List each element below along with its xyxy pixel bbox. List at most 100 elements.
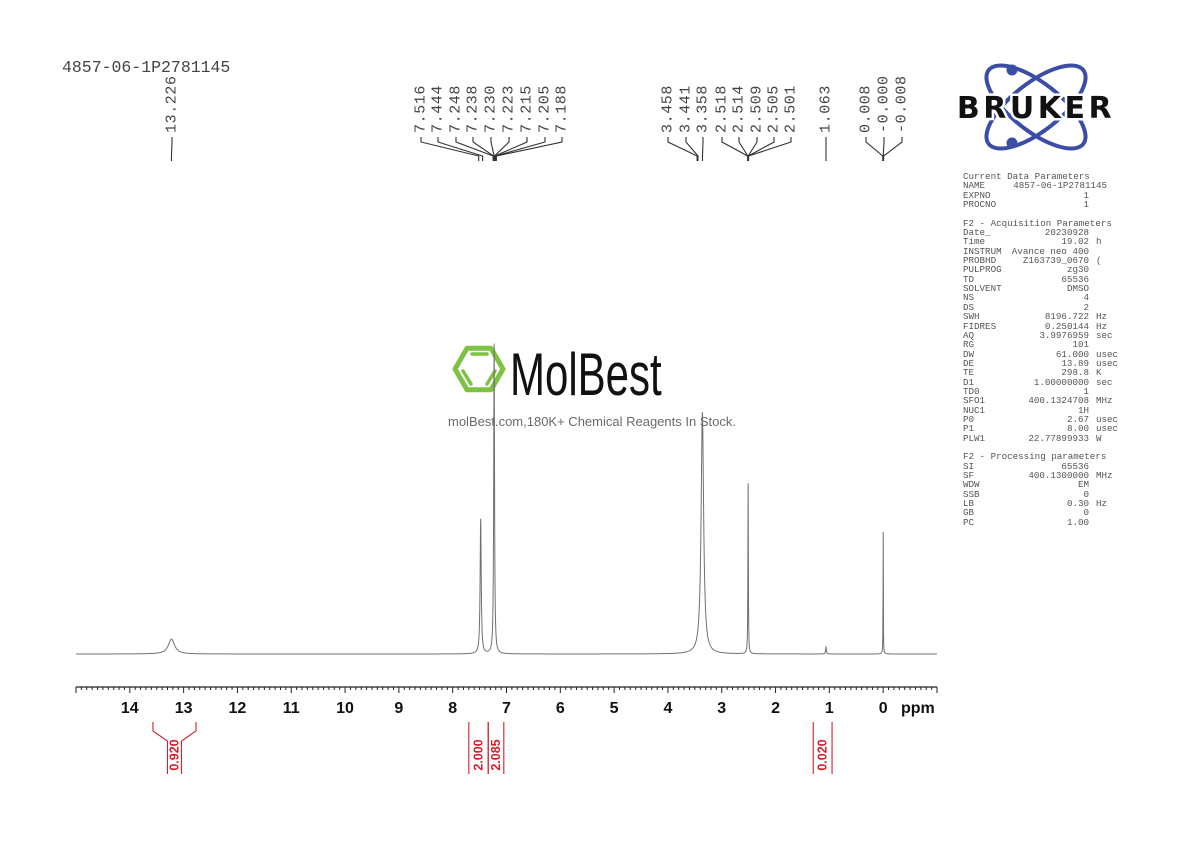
param-key: INSTRUM: [963, 245, 1002, 257]
param-row-rg: RG 101: [963, 339, 1113, 351]
peak-label-connector: [748, 137, 792, 161]
params-section-acquisition: F2 - Acquisition Parameters Date_ 2023092…: [963, 218, 1118, 444]
param-row-ns: NS 4: [963, 292, 1113, 304]
bruker-logo: BRUKER: [954, 63, 1114, 151]
peak-label: 7.215: [519, 85, 536, 133]
param-unit: W: [1096, 432, 1102, 444]
parameters-panel: Current Data Parameters NAME 4857-06-1P27…: [963, 171, 1118, 528]
param-unit: usec: [1096, 423, 1119, 435]
peak-label: 13.226: [164, 75, 181, 133]
param-unit: sec: [1096, 376, 1113, 388]
param-key: NUC1: [963, 404, 986, 416]
param-key: TD0: [963, 385, 980, 397]
peak-label-connector: [420, 137, 480, 161]
x-tick-label: 7: [502, 700, 511, 717]
param-row-pc: PC 1.00: [963, 516, 1113, 528]
param-row-name: NAME 4857-06-1P2781145: [963, 181, 1113, 191]
param-value: EM: [1077, 479, 1089, 491]
benzene-hexagon-icon: [452, 345, 506, 393]
integral-value: 0.920: [167, 739, 181, 770]
x-tick-label: 10: [336, 700, 354, 717]
param-unit: usec: [1096, 357, 1119, 369]
section-title: Current Data Parameters: [963, 171, 1090, 182]
param-key: EXPNO: [963, 189, 991, 201]
param-value: 20230928: [1044, 227, 1089, 239]
param-value: 65536: [1061, 273, 1089, 285]
peak-label: 7.238: [465, 85, 482, 133]
peak-label: 2.509: [749, 85, 766, 133]
param-row-si: SI 65536: [963, 460, 1113, 472]
param-key: DE: [963, 357, 975, 369]
param-row-solvent: SOLVENT DMSO: [963, 283, 1113, 295]
electron-dot-icon: [1006, 64, 1018, 76]
param-unit: sec: [1096, 329, 1113, 341]
param-row-p1: P1 8.00 usec: [963, 423, 1118, 435]
param-unit: (: [1096, 255, 1102, 267]
param-key: GB: [963, 507, 975, 519]
x-axis-unit-label: ppm: [901, 700, 935, 717]
param-row-date: Date_ 20230928: [963, 227, 1113, 239]
peak-label-connector: [685, 137, 699, 161]
param-value: DMSO: [1066, 283, 1089, 295]
integral-bracket: [812, 722, 833, 774]
param-row-procno: PROCNO 1: [963, 199, 1113, 211]
param-value: Avance neo 400: [1011, 245, 1089, 257]
param-value: 1H: [1077, 404, 1089, 416]
peak-label-connector: [865, 137, 884, 161]
param-value: zg30: [1066, 264, 1089, 276]
param-row-sfo1: SFO1 400.1324708 MHz: [963, 396, 1113, 406]
param-value: 13.89: [1061, 357, 1089, 369]
param-key: P1: [963, 423, 975, 435]
param-row-swh: SWH 8196.722 Hz: [963, 311, 1113, 323]
peak-label: -0.000: [876, 75, 893, 133]
peak-label: 7.248: [448, 85, 465, 133]
peak-label: 2.501: [783, 85, 800, 133]
param-value: 400.1300000: [1028, 470, 1089, 481]
params-section-current-data: Current Data Parameters NAME 4857-06-1P27…: [963, 171, 1113, 211]
param-row-td: TD 65536: [963, 273, 1113, 285]
peak-label: 7.230: [483, 85, 500, 133]
param-row-te: TE 298.8 K: [963, 368, 1113, 378]
param-key: SWH: [963, 311, 980, 323]
peak-label-connector: [667, 137, 698, 161]
peak-label: 7.223: [501, 85, 518, 133]
param-row-fidres: FIDRES 0.250144 Hz: [963, 321, 1113, 331]
param-key: SF: [963, 470, 975, 481]
param-key: RG: [963, 339, 975, 351]
integral-bracket: [152, 722, 197, 774]
param-row-lb: LB 0.30 Hz: [963, 498, 1113, 510]
param-row-aq: AQ 3.9976959 sec: [963, 329, 1113, 341]
x-tick-label: 2: [771, 700, 780, 717]
x-axis: 14 13 12 11 10 9 8 7 6 5 4 3 2 1 0 ppm: [75, 686, 938, 717]
x-tick-label: 4: [663, 700, 672, 717]
param-key: SI: [963, 460, 975, 472]
peak-label-connector: [490, 137, 495, 161]
param-row-de: DE 13.89 usec: [963, 357, 1118, 369]
peak-labels: 13.226 7.516 7.444 7.248 7.238 7.230 7.223 7.21…: [164, 75, 911, 161]
param-key: DW: [963, 348, 975, 360]
peak-label: 3.441: [678, 85, 695, 133]
param-unit: Hz: [1096, 498, 1108, 510]
x-tick-label: 3: [717, 700, 726, 717]
integrals: 0.920 2.000 2.085 0.020: [152, 722, 833, 774]
param-row-d1: D1 1.00000000 sec: [963, 376, 1113, 388]
param-value: 1: [1083, 199, 1089, 211]
peak-label-connector: [494, 137, 546, 161]
param-key: SOLVENT: [963, 283, 1002, 295]
peak-label: 2.518: [714, 85, 731, 133]
param-unit: h: [1096, 236, 1102, 248]
param-value: 3.9976959: [1039, 329, 1089, 341]
peak-label: 7.444: [430, 85, 447, 133]
peak-label-connector: [495, 137, 563, 161]
param-unit: Hz: [1096, 311, 1108, 323]
watermark-brand: MolBest: [510, 341, 662, 408]
param-value: 19.02: [1061, 236, 1089, 248]
param-row-expno: EXPNO 1: [963, 189, 1113, 201]
param-row-p0: P0 2.67 usec: [963, 415, 1118, 425]
param-key: AQ: [963, 329, 975, 341]
param-value: 8196.722: [1044, 311, 1089, 323]
param-key: PC: [963, 516, 975, 528]
param-key: NS: [963, 292, 975, 304]
peak-label: 3.458: [660, 85, 677, 133]
x-tick-label: 1: [825, 700, 834, 717]
